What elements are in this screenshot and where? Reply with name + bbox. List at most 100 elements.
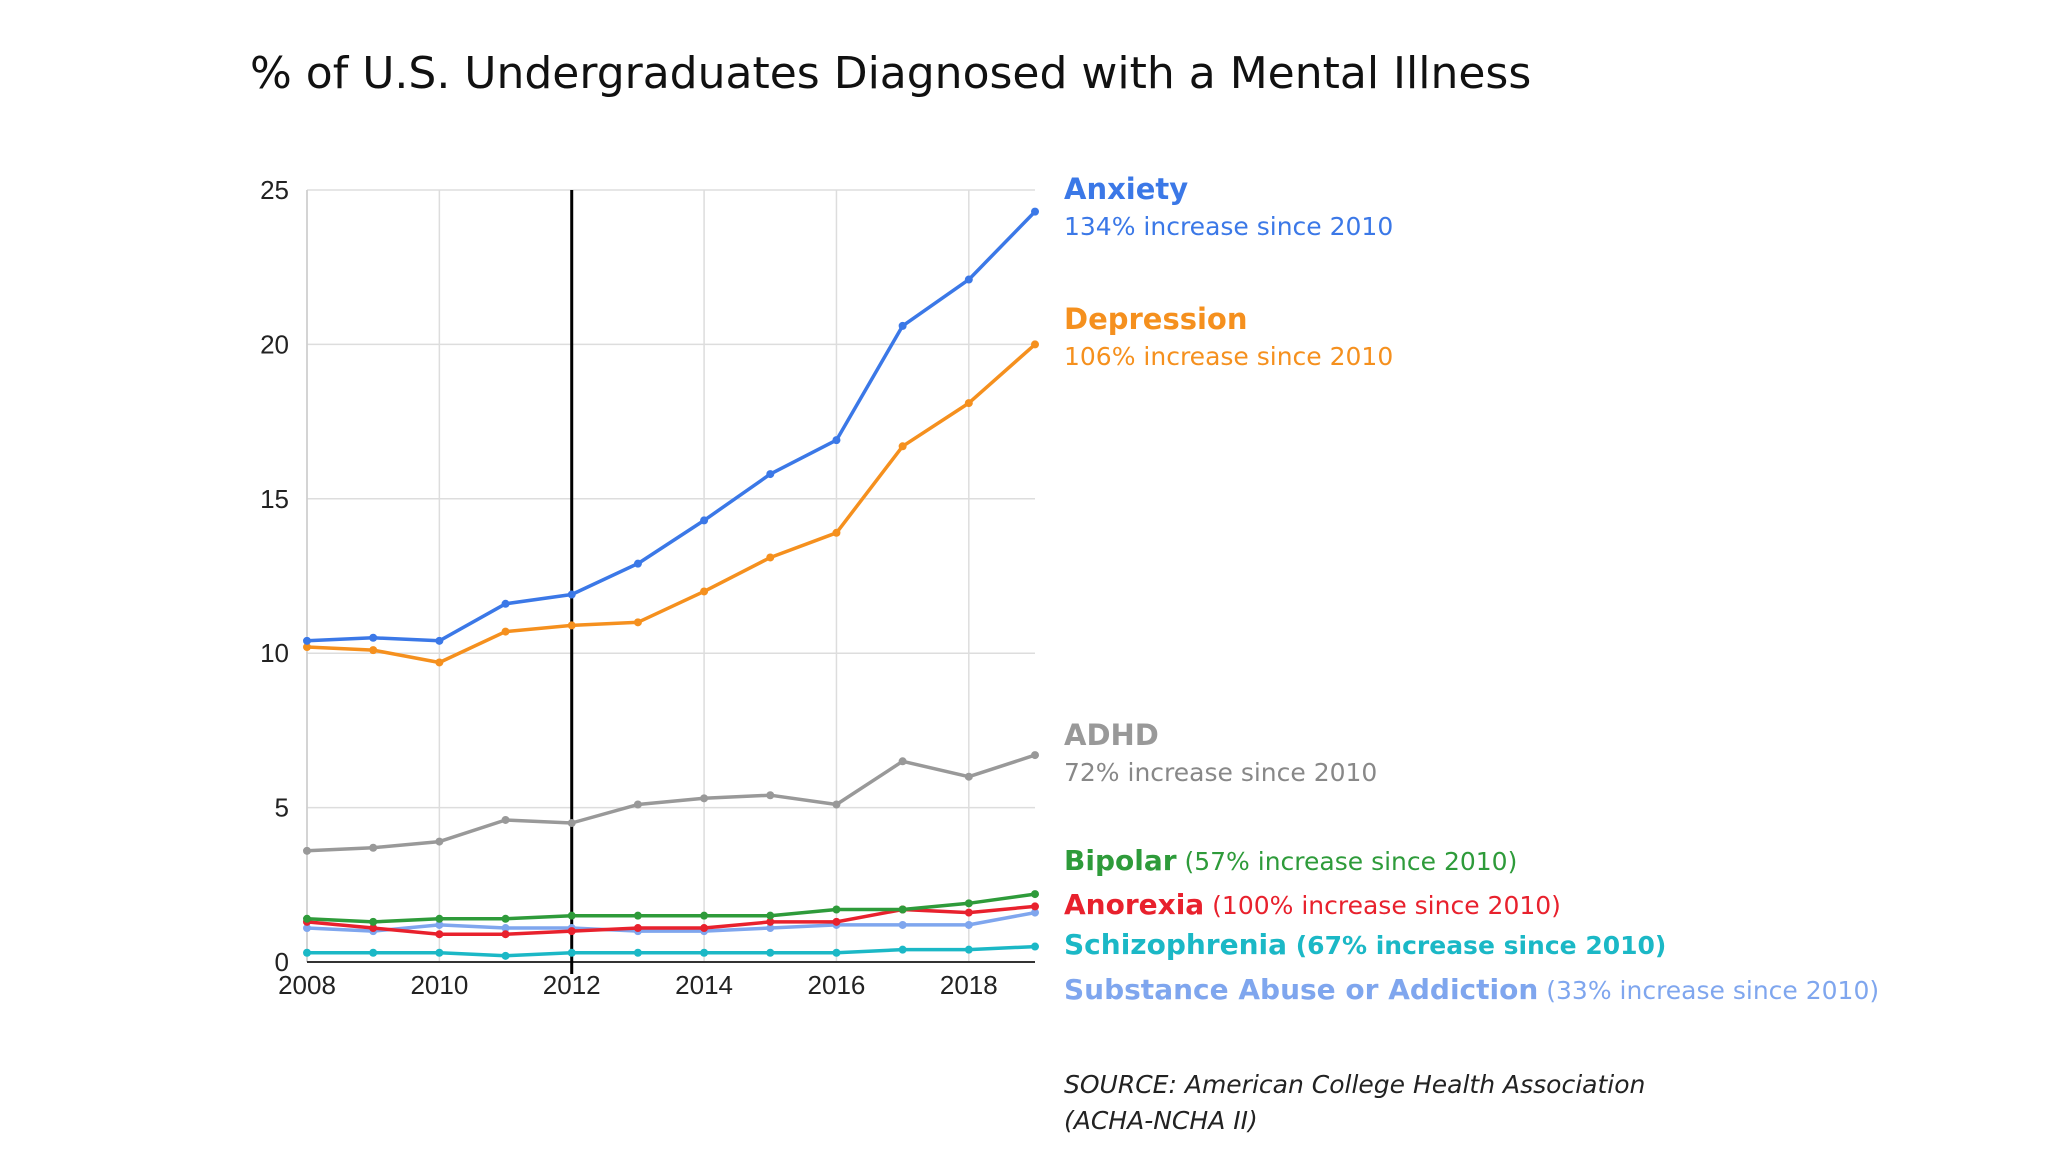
data-point-schizophrenia <box>633 948 642 957</box>
series-line-bipolar <box>305 892 1037 924</box>
data-point-anxiety <box>567 590 576 599</box>
bipolar-increase: (57% increase since 2010) <box>1184 847 1518 876</box>
data-point-adhd <box>435 837 444 846</box>
data-point-depression <box>567 621 576 630</box>
x-tick-label: 2010 <box>410 970 468 1000</box>
data-point-anxiety <box>898 321 907 330</box>
schizophrenia-name: Schizophrenia <box>1064 928 1288 961</box>
depression-label: Depression 106% increase since 2010 <box>1064 302 1393 371</box>
data-point-substance-abuse-or-addiction <box>435 920 444 929</box>
data-point-anxiety <box>832 436 841 445</box>
data-point-anorexia <box>700 924 709 933</box>
data-point-bipolar <box>1031 890 1039 899</box>
data-point-adhd <box>964 772 973 781</box>
data-point-bipolar <box>832 905 841 914</box>
depression-increase: 106% increase since 2010 <box>1064 342 1394 371</box>
y-tick-label: 5 <box>275 793 289 823</box>
series-line-substance-abuse-or-addiction <box>305 910 1037 933</box>
data-point-anxiety <box>435 636 444 645</box>
data-point-schizophrenia <box>1031 942 1039 951</box>
data-point-anxiety <box>633 559 642 568</box>
data-point-adhd <box>567 819 576 828</box>
source-line-1: SOURCE: American College Health Associat… <box>1064 1070 1646 1099</box>
data-point-adhd <box>700 794 709 803</box>
data-point-adhd <box>1031 751 1039 760</box>
y-tick-label: 0 <box>275 947 289 977</box>
data-point-schizophrenia <box>832 948 841 957</box>
data-point-bipolar <box>303 914 311 923</box>
anorexia-name: Anorexia <box>1064 888 1205 921</box>
data-point-anxiety <box>766 470 775 479</box>
data-point-schizophrenia <box>435 948 444 957</box>
data-point-anorexia <box>633 924 642 933</box>
substance-label: Substance Abuse or Addiction (33% increa… <box>1064 973 1879 1006</box>
data-point-adhd <box>898 757 907 766</box>
series-line-anxiety <box>305 209 1037 643</box>
anorexia-label: Anorexia (100% increase since 2010) <box>1064 888 1561 921</box>
data-point-anxiety <box>700 516 709 525</box>
data-point-bipolar <box>898 905 907 914</box>
anorexia-increase: (100% increase since 2010) <box>1212 891 1561 920</box>
data-point-substance-abuse-or-addiction <box>303 924 311 933</box>
adhd-name: ADHD <box>1064 718 1159 752</box>
series-line-adhd <box>305 753 1037 853</box>
data-point-anorexia <box>964 908 973 917</box>
adhd-label: ADHD 72% increase since 2010 <box>1064 718 1377 787</box>
data-point-depression <box>898 442 907 451</box>
x-tick-label: 2018 <box>940 970 998 1000</box>
gridlines <box>306 189 1035 963</box>
data-point-substance-abuse-or-addiction <box>766 924 775 933</box>
data-point-bipolar <box>501 914 510 923</box>
data-point-adhd <box>303 846 311 855</box>
source-line-2: (ACHA-NCHA II) <box>1064 1106 1258 1135</box>
data-point-schizophrenia <box>898 945 907 954</box>
data-point-anxiety <box>303 636 311 645</box>
data-point-schizophrenia <box>567 948 576 957</box>
data-point-bipolar <box>435 914 444 923</box>
data-point-anorexia <box>832 917 841 926</box>
y-tick-label: 20 <box>260 329 289 359</box>
anxiety-increase: 134% increase since 2010 <box>1064 212 1394 241</box>
bipolar-name: Bipolar <box>1064 844 1177 877</box>
axes <box>306 190 1035 974</box>
tick-labels: 0 5 10 15 20 25 2008 2010 2012 2014 2016 2018 <box>260 175 998 1000</box>
data-point-bipolar <box>633 911 642 920</box>
series-line-schizophrenia <box>305 944 1037 958</box>
anxiety-name: Anxiety <box>1064 172 1189 206</box>
data-point-schizophrenia <box>964 945 973 954</box>
data-point-schizophrenia <box>700 948 709 957</box>
data-point-schizophrenia <box>369 948 378 957</box>
series-line-depression <box>305 342 1037 665</box>
data-point-anorexia <box>435 930 444 939</box>
depression-name: Depression <box>1064 302 1248 336</box>
data-point-substance-abuse-or-addiction <box>501 924 510 933</box>
data-point-anxiety <box>964 275 973 284</box>
data-point-depression <box>303 643 311 652</box>
schizophrenia-label: Schizophrenia (67% increase since 2010) <box>1064 928 1666 961</box>
data-point-adhd <box>369 843 378 852</box>
data-point-substance-abuse-or-addiction <box>898 920 907 929</box>
data-point-depression <box>369 646 378 655</box>
data-point-bipolar <box>369 917 378 926</box>
data-point-anorexia <box>567 927 576 936</box>
data-point-substance-abuse-or-addiction <box>964 920 973 929</box>
data-point-schizophrenia <box>501 951 510 960</box>
data-point-adhd <box>832 800 841 809</box>
data-point-anxiety <box>369 633 378 642</box>
y-tick-label: 10 <box>260 638 289 668</box>
data-point-depression <box>700 587 709 596</box>
data-point-adhd <box>766 791 775 800</box>
data-point-substance-abuse-or-addiction <box>1031 908 1039 917</box>
chart-title: % of U.S. Undergraduates Diagnosed with … <box>250 48 1532 99</box>
y-tick-label: 25 <box>260 175 289 205</box>
bipolar-label: Bipolar (57% increase since 2010) <box>1064 844 1517 877</box>
data-point-depression <box>501 627 510 636</box>
data-point-bipolar <box>964 899 973 908</box>
data-point-anxiety <box>1031 207 1039 216</box>
substance-increase: (33% increase since 2010) <box>1546 976 1880 1005</box>
data-point-adhd <box>501 815 510 824</box>
data-point-depression <box>766 553 775 562</box>
data-point-depression <box>1031 340 1039 349</box>
data-point-schizophrenia <box>766 948 775 957</box>
